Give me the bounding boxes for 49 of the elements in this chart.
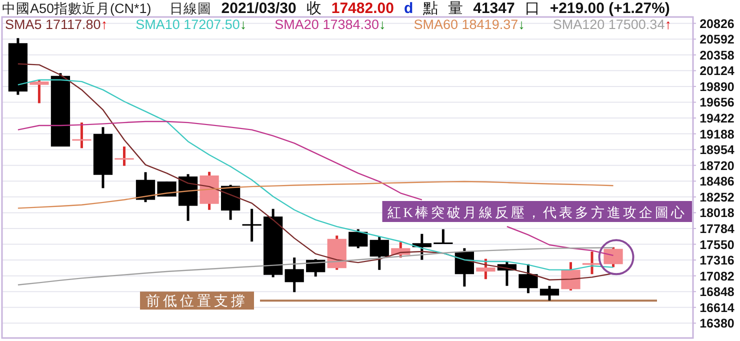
text: 點 <box>423 0 438 17</box>
y-tick-label: 20358 <box>700 48 734 62</box>
y-tick-label: 20124 <box>700 64 734 78</box>
y-tick-label: 20826 <box>700 16 734 31</box>
y-tick-label: 16848 <box>700 285 734 300</box>
candlestick <box>284 256 304 294</box>
y-tick-label: 17082 <box>700 269 734 284</box>
y-tick-label: 19422 <box>700 112 734 126</box>
legend: SMA5 17117.80↑ SMA10 17207.50↓ SMA20 17384.30↓ SMA60 18419.37↓ SMA120 17500.34↑ <box>5 17 672 32</box>
text: 收 <box>306 0 322 17</box>
text: d <box>404 0 414 17</box>
candlestick <box>72 121 92 150</box>
text: 17482.00 <box>331 0 394 17</box>
y-tick-label: 16614 <box>700 300 734 315</box>
y-tick-label: 17784 <box>700 222 734 236</box>
chart-title: 中國A50指數近月(CN*1) <box>2 1 152 16</box>
annotation: 紅K棒突破月線反壓，代表多方進攻企圖心 <box>387 205 687 220</box>
candlestick <box>136 170 156 204</box>
y-tick-label: 18954 <box>700 143 734 158</box>
y-tick-label: 20592 <box>700 32 734 47</box>
candlestick <box>348 228 368 250</box>
text: 2021/03/30 <box>221 0 296 17</box>
candlestick <box>540 284 560 302</box>
y-tick-label: 18486 <box>700 174 734 189</box>
candlestick <box>114 145 134 168</box>
y-tick-label: 19188 <box>700 127 734 142</box>
candlestick <box>370 235 389 272</box>
candlestick <box>242 208 262 243</box>
text: 口 <box>524 0 540 17</box>
note: 紅K棒突破月線反壓，代表多方進攻企圖心 <box>382 201 692 222</box>
text: +219.00 (+1.27%) <box>550 0 670 17</box>
y-tick-label: 19890 <box>700 80 734 94</box>
y-tick-label: 16380 <box>700 316 734 331</box>
candlestick <box>582 250 602 276</box>
y-tick-label: 18252 <box>700 190 734 204</box>
candlestick <box>604 246 623 268</box>
y-tick-label: 18720 <box>700 158 734 173</box>
candlestick <box>30 78 49 104</box>
y-tick-label: 17550 <box>700 238 734 252</box>
text: 量 <box>448 0 464 17</box>
candlestick <box>518 262 538 294</box>
y-tick-label: 17316 <box>700 254 734 268</box>
candlestick <box>434 228 453 246</box>
text: 41347 <box>473 0 515 17</box>
candlestick <box>476 258 496 280</box>
ref-line-label: 前低位置支撐 <box>146 294 248 310</box>
text: 日線圖 <box>169 1 212 16</box>
y-tick-label: 19656 <box>700 96 734 110</box>
y-tick-label: 18018 <box>700 206 734 220</box>
